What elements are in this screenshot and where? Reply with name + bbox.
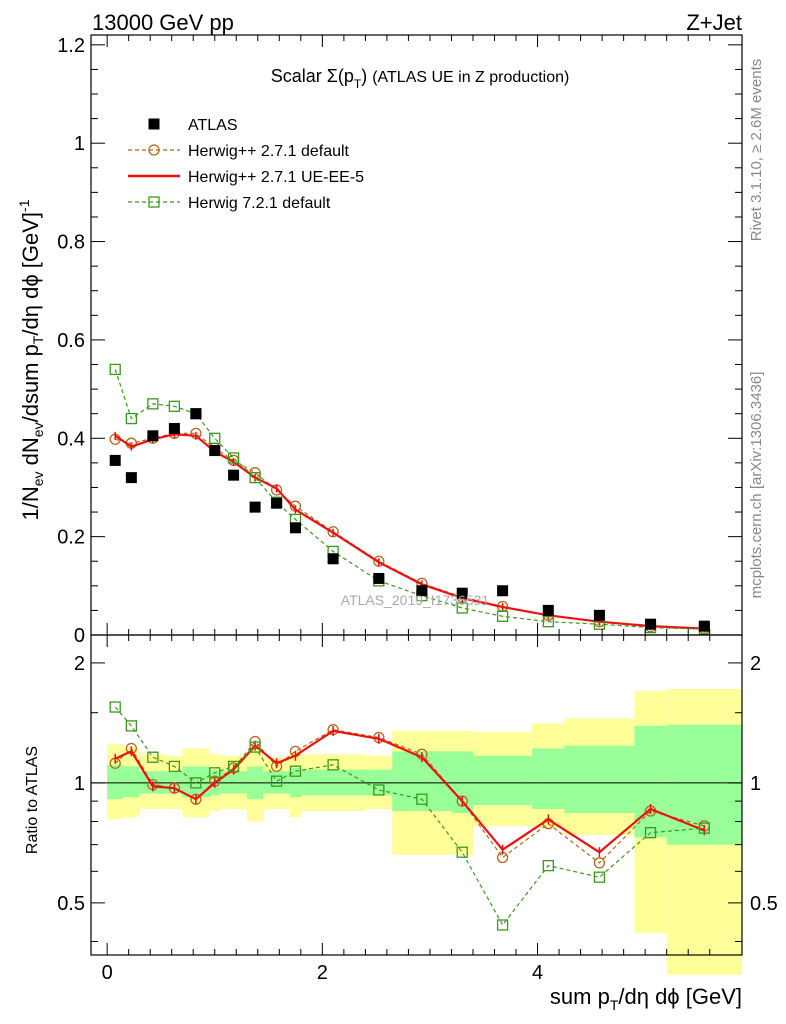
series-point-3: [125, 412, 138, 425]
ratio-point-3: [456, 846, 468, 858]
watermark: ATLAS_2019_I1736531: [341, 592, 490, 608]
ratio-point-3: [416, 793, 428, 805]
x-tick-label: 2: [317, 962, 328, 984]
atlas-data-point: [289, 522, 301, 534]
ratio-point-3: [644, 827, 657, 839]
ratio-point-3: [168, 760, 181, 773]
y-tick-label-top: 0: [74, 625, 85, 647]
x-axis-title: sum pT/dη dϕ [GeV]: [550, 984, 742, 1013]
series-line-3: [114, 369, 705, 630]
series-point-3: [209, 432, 221, 444]
header-right: Z+Jet: [686, 10, 742, 35]
y-tick-label-top: 1: [74, 133, 85, 155]
chart-title: Scalar Σ(pT) (ATLAS UE in Z production): [271, 66, 570, 91]
y-tick-label-bottom: 1: [74, 773, 85, 795]
atlas-data-point: [125, 472, 137, 484]
legend-label: ATLAS: [188, 117, 238, 134]
ratio-point-3: [542, 859, 554, 872]
y-tick-label-top: 1.2: [57, 35, 85, 57]
ratio-band-inner: [107, 764, 124, 800]
legend-marker: [148, 144, 160, 156]
y-axis-title-bottom: Ratio to ATLAS: [24, 746, 41, 854]
ratio-point-3: [270, 775, 283, 787]
atlas-data-point: [373, 572, 385, 584]
series-point-1: [373, 555, 385, 567]
ratio-band-inner: [263, 771, 291, 794]
y-tick-label-top: 0.8: [57, 232, 85, 254]
y-tick-label-top: 0.2: [57, 527, 85, 549]
side-label-bottom: mcplots.cern.ch [arXiv:1306.3436]: [748, 372, 765, 599]
y-axis-title-top: 1/Nev dNev/dsum pT/dη dϕ [GeV]-1: [16, 199, 46, 520]
ratio-point-3: [109, 701, 121, 713]
legend-label: Herwig++ 2.7.1 default: [188, 143, 350, 160]
ratio-band-inner: [666, 724, 742, 845]
series-point-3: [496, 610, 509, 622]
ratio-band-inner: [564, 745, 635, 814]
ratio-point-3: [147, 751, 159, 763]
legend-marker: [148, 118, 160, 130]
atlas-data-point: [456, 587, 468, 599]
series-point-3: [168, 400, 181, 412]
series-point-3: [109, 363, 121, 376]
atlas-data-point: [271, 497, 283, 509]
ratio-band-inner: [182, 766, 210, 798]
atlas-data-point: [190, 408, 202, 420]
atlas-data-point: [542, 604, 554, 616]
bottom-frame: [90, 634, 743, 956]
ratio-band-inner: [532, 748, 565, 810]
atlas-data-point: [147, 430, 159, 442]
header-left: 13000 GeV pp: [92, 10, 234, 35]
ratio-point-3: [249, 741, 261, 753]
atlas-data-point: [698, 620, 710, 632]
atlas-data-point: [209, 445, 221, 457]
ratio-band-inner: [123, 766, 140, 798]
y-tick-label-bottom-right: 0.5: [750, 893, 778, 915]
atlas-data-point: [645, 618, 657, 630]
ratio-point-1: [593, 857, 606, 869]
series-point-3: [456, 602, 468, 614]
legend-marker: [148, 196, 160, 208]
atlas-data-point: [416, 585, 428, 597]
legend: ATLAS Herwig++ 2.7.1 default Herwig++ 2.7.…: [128, 117, 364, 212]
ratio-point-3: [190, 777, 202, 789]
legend-label: Herwig 7.2.1 default: [188, 195, 331, 212]
atlas-data-point: [228, 469, 240, 481]
y-tick-label-bottom: 2: [74, 653, 85, 675]
ratio-band-inner: [220, 771, 248, 794]
atlas-data-point: [168, 422, 180, 434]
y-tick-label-bottom: 0.5: [57, 893, 85, 915]
ratio-point-3: [496, 919, 509, 931]
y-tick-label-bottom-right: 1: [750, 773, 761, 795]
ratio-point-3: [593, 871, 606, 883]
legend-label: Herwig++ 2.7.1 UE-EE-5: [188, 169, 364, 186]
x-tick-label: 4: [532, 962, 543, 984]
series-point-1: [327, 526, 339, 538]
x-tick-label: 0: [102, 962, 113, 984]
ratio-point-3: [698, 822, 710, 834]
y-tick-label-bottom-right: 2: [750, 653, 761, 675]
atlas-data-point: [327, 553, 339, 565]
ratio-band-inner: [451, 751, 473, 814]
ratio-point-3: [125, 720, 138, 732]
side-label-top: Rivet 3.1.10, ≥ 2.6M events: [748, 59, 765, 242]
atlas-data-point: [249, 501, 261, 513]
series-point-3: [147, 398, 159, 410]
ratio-point-3: [327, 759, 339, 771]
ratio-point-3: [209, 767, 221, 779]
y-tick-label-top: 0.4: [57, 428, 85, 450]
series-point-3: [249, 471, 261, 484]
y-tick-label-top: 0.6: [57, 330, 85, 352]
ratio-point-3: [227, 760, 240, 773]
ratio-band-inner: [634, 725, 667, 838]
ratio-point-3: [289, 765, 302, 777]
atlas-data-point: [593, 609, 605, 621]
ratio-line-3: [114, 706, 705, 927]
series-point-3: [227, 452, 240, 464]
ratio-band-inner: [472, 755, 533, 806]
atlas-data-point: [497, 585, 509, 597]
ratio-point-3: [373, 784, 385, 796]
series-point-3: [542, 616, 554, 628]
atlas-data-point: [109, 454, 121, 466]
